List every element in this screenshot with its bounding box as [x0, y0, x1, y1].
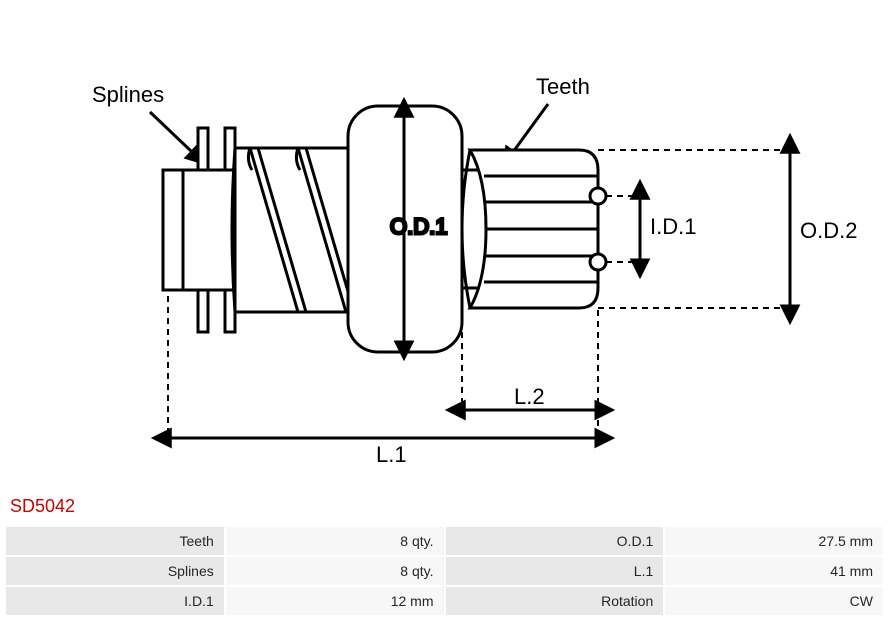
- specs-table: Teeth 8 qty. O.D.1 27.5 mm Splines 8 qty…: [4, 525, 885, 617]
- spec-label: Rotation: [446, 587, 664, 615]
- spec-value: 8 qty.: [226, 557, 444, 585]
- label-l1: L.1: [376, 442, 407, 467]
- spec-label: I.D.1: [6, 587, 224, 615]
- spec-value: CW: [665, 587, 883, 615]
- arrow-splines: [150, 112, 192, 152]
- label-splines: Splines: [92, 82, 164, 107]
- technical-diagram: Splines Teeth: [0, 0, 889, 490]
- spec-value: 8 qty.: [226, 527, 444, 555]
- label-od2: O.D.2: [800, 218, 857, 243]
- table-row: Teeth 8 qty. O.D.1 27.5 mm: [6, 527, 883, 555]
- table-row: Splines 8 qty. L.1 41 mm: [6, 557, 883, 585]
- label-l2: L.2: [514, 384, 545, 409]
- label-id1: I.D.1: [650, 214, 696, 239]
- spec-value: 27.5 mm: [665, 527, 883, 555]
- part-number: SD5042: [0, 490, 889, 525]
- spec-label: Teeth: [6, 527, 224, 555]
- label-teeth: Teeth: [536, 74, 590, 99]
- arrow-teeth: [513, 104, 548, 152]
- spec-label: O.D.1: [446, 527, 664, 555]
- diagram-svg: Splines Teeth: [0, 0, 889, 490]
- label-od1: O.D.1: [390, 214, 447, 239]
- spec-label: L.1: [446, 557, 664, 585]
- part-body: O.D.1: [163, 106, 606, 352]
- spec-value: 12 mm: [226, 587, 444, 615]
- table-row: I.D.1 12 mm Rotation CW: [6, 587, 883, 615]
- spec-value: 41 mm: [665, 557, 883, 585]
- spec-label: Splines: [6, 557, 224, 585]
